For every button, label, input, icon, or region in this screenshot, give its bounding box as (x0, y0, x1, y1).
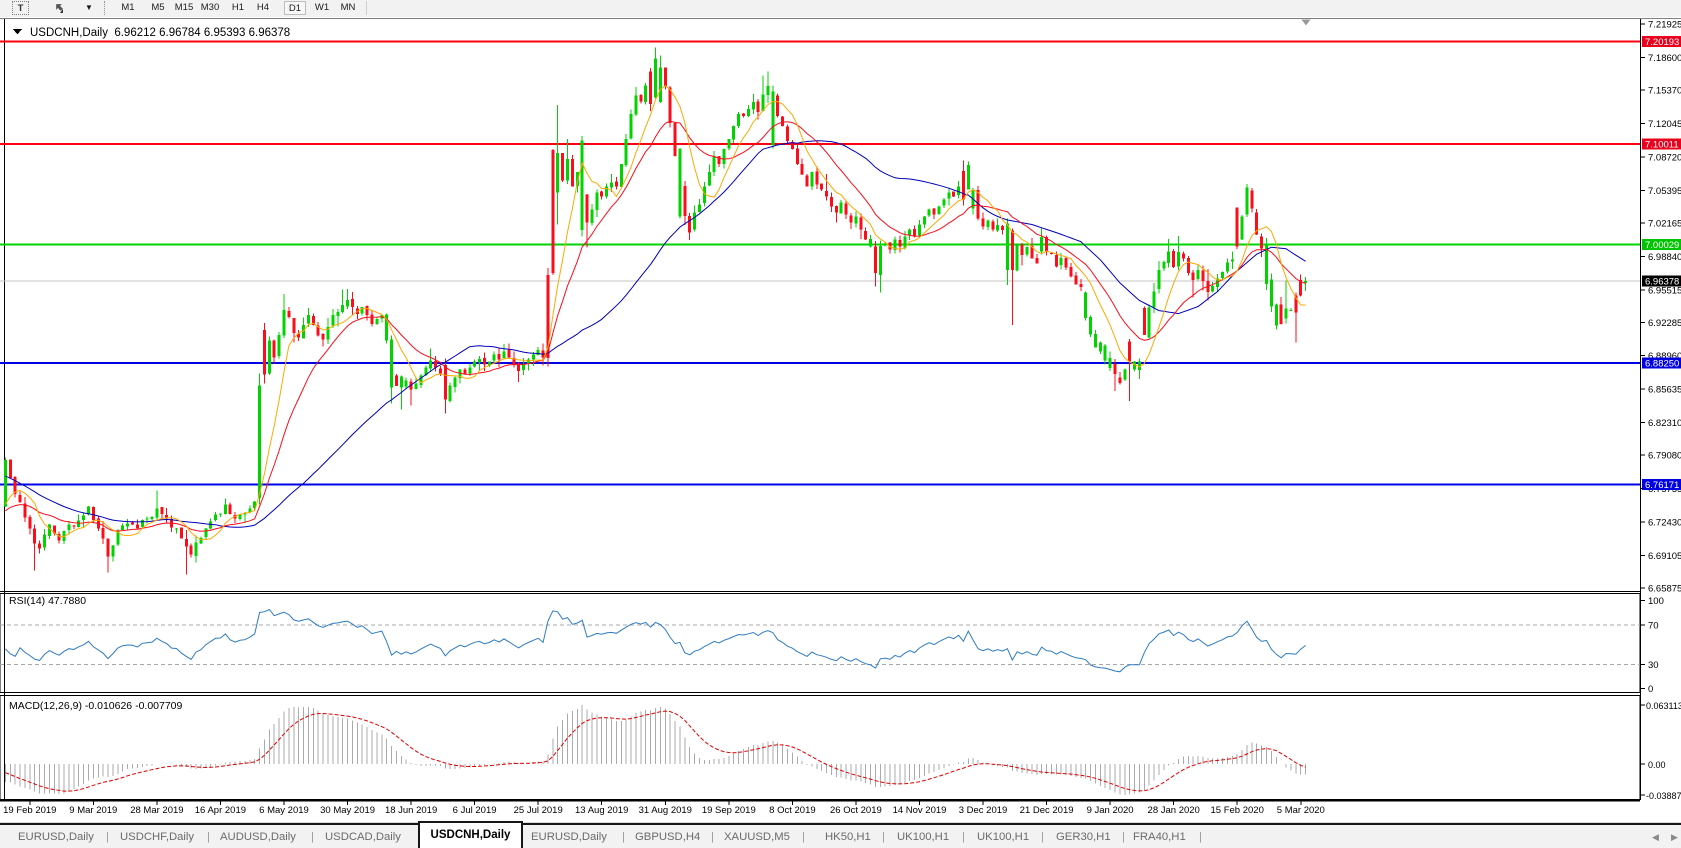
svg-text:7.05395: 7.05395 (1648, 186, 1681, 197)
svg-text:6.88960: 6.88960 (1648, 351, 1681, 362)
svg-text:8 Oct 2019: 8 Oct 2019 (769, 805, 815, 816)
svg-text:31 Aug 2019: 31 Aug 2019 (639, 805, 692, 816)
svg-text:30 May 2019: 30 May 2019 (320, 805, 375, 816)
svg-text:6.69105: 6.69105 (1648, 551, 1681, 562)
svg-text:6.82310: 6.82310 (1648, 418, 1681, 429)
svg-text:3 Dec 2019: 3 Dec 2019 (959, 805, 1008, 816)
svg-text:100: 100 (1648, 596, 1664, 607)
svg-text:6.79080: 6.79080 (1648, 451, 1681, 462)
svg-text:25 Jul 2019: 25 Jul 2019 (514, 805, 563, 816)
svg-text:6.65875: 6.65875 (1648, 584, 1681, 595)
svg-text:0.063113: 0.063113 (1646, 701, 1681, 711)
svg-text:7.00029: 7.00029 (1645, 240, 1679, 251)
svg-text:9 Jan 2020: 9 Jan 2020 (1087, 805, 1134, 816)
svg-text:6.85635: 6.85635 (1648, 385, 1681, 396)
svg-text:7.08720: 7.08720 (1648, 152, 1681, 163)
svg-text:6.88250: 6.88250 (1645, 358, 1679, 369)
svg-text:6.95515: 6.95515 (1648, 285, 1681, 296)
svg-text:28 Mar 2019: 28 Mar 2019 (130, 805, 183, 816)
svg-text:5 Mar 2020: 5 Mar 2020 (1277, 805, 1325, 816)
svg-text:13 Aug 2019: 13 Aug 2019 (575, 805, 628, 816)
svg-text:19 Sep 2019: 19 Sep 2019 (702, 805, 756, 816)
svg-text:21 Dec 2019: 21 Dec 2019 (1020, 805, 1074, 816)
svg-text:7.18600: 7.18600 (1648, 53, 1681, 64)
svg-text:70: 70 (1648, 621, 1659, 632)
svg-text:16 Apr 2019: 16 Apr 2019 (195, 805, 246, 816)
svg-text:6.96378: 6.96378 (1645, 277, 1679, 288)
svg-text:0.00: 0.00 (1648, 760, 1666, 770)
svg-text:9 Mar 2019: 9 Mar 2019 (69, 805, 117, 816)
svg-text:USDCNH,Daily 6.96212 6.96784: USDCNH,Daily 6.96212 6.96784 6.95393 6.9… (30, 27, 290, 39)
svg-text:7.12045: 7.12045 (1648, 119, 1681, 130)
svg-text:RSI(14) 47.7880: RSI(14) 47.7880 (9, 595, 86, 607)
svg-text:28 Jan 2020: 28 Jan 2020 (1148, 805, 1200, 816)
svg-text:MACD(12,26,9) -0.010626 -0.007: MACD(12,26,9) -0.010626 -0.007709 (9, 700, 183, 712)
svg-text:7.20193: 7.20193 (1645, 37, 1679, 48)
svg-text:30: 30 (1648, 660, 1659, 671)
svg-text:18 Jun 2019: 18 Jun 2019 (385, 805, 437, 816)
svg-text:15 Feb 2020: 15 Feb 2020 (1211, 805, 1264, 816)
svg-text:0: 0 (1648, 684, 1653, 695)
svg-text:6 May 2019: 6 May 2019 (259, 805, 309, 816)
svg-text:26 Oct 2019: 26 Oct 2019 (830, 805, 882, 816)
svg-text:6.92285: 6.92285 (1648, 318, 1681, 329)
svg-text:19 Feb 2019: 19 Feb 2019 (3, 805, 56, 816)
svg-text:6.72430: 6.72430 (1648, 518, 1681, 529)
svg-text:6 Jul 2019: 6 Jul 2019 (453, 805, 497, 816)
svg-text:7.02165: 7.02165 (1648, 218, 1681, 229)
svg-text:7.15370: 7.15370 (1648, 86, 1681, 97)
svg-text:14 Nov 2019: 14 Nov 2019 (893, 805, 947, 816)
svg-text:-0.038872: -0.038872 (1646, 791, 1681, 801)
svg-text:7.21925: 7.21925 (1648, 20, 1681, 31)
svg-text:7.10011: 7.10011 (1645, 139, 1679, 150)
svg-text:6.76171: 6.76171 (1645, 480, 1679, 491)
svg-text:6.98840: 6.98840 (1648, 252, 1681, 263)
